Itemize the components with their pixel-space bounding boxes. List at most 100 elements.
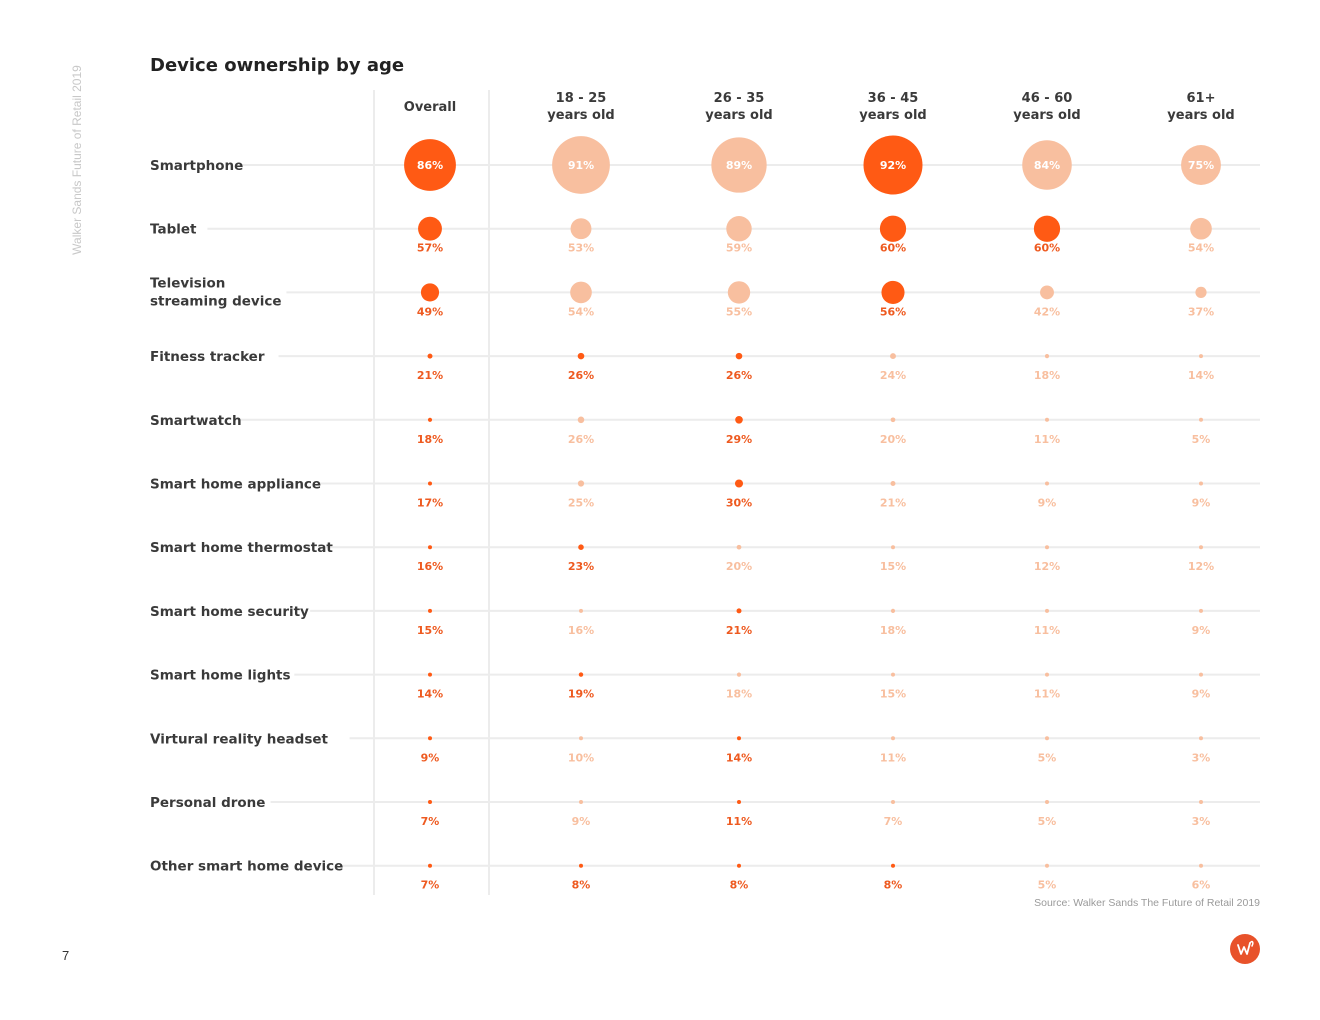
data-label: 26% (726, 369, 752, 382)
data-label: 5% (1192, 433, 1211, 446)
data-bubble (1045, 863, 1049, 868)
data-bubble (1190, 217, 1212, 240)
data-label: 11% (726, 815, 752, 828)
data-label: 9% (421, 751, 440, 764)
data-bubble (1199, 863, 1203, 868)
data-bubble (570, 281, 592, 304)
row-label: Personal drone (150, 795, 265, 811)
data-bubble (737, 800, 741, 804)
data-bubble (578, 672, 584, 677)
column-header: years old (1013, 108, 1080, 123)
column-header: 61+ (1187, 91, 1216, 106)
data-label: 42% (1034, 305, 1060, 318)
row-label: Fitness tracker (150, 349, 265, 365)
data-bubble (418, 216, 442, 241)
data-label: 9% (1192, 624, 1211, 637)
data-label: 16% (417, 560, 443, 573)
row-label: streaming device (150, 293, 282, 309)
data-bubble (1045, 417, 1049, 422)
data-label: 59% (726, 242, 752, 255)
data-label: 91% (568, 159, 594, 172)
data-label: 16% (568, 624, 594, 637)
source-note: Source: Walker Sands The Future of Retai… (1034, 897, 1260, 909)
data-label: 18% (726, 688, 752, 701)
data-bubble (428, 863, 432, 868)
data-bubble (1045, 800, 1049, 804)
data-label: 18% (1034, 369, 1060, 382)
data-bubble (1045, 481, 1049, 486)
data-label: 17% (417, 497, 443, 510)
row-label: Smartwatch (150, 413, 242, 429)
data-label: 8% (572, 879, 591, 892)
data-bubble (427, 353, 433, 359)
data-bubble (1045, 736, 1049, 741)
data-bubble (404, 139, 456, 191)
column-header: 18 - 25 (556, 91, 607, 106)
data-label: 6% (1192, 879, 1211, 892)
data-label: 30% (726, 497, 752, 510)
column-header: 36 - 45 (868, 91, 919, 106)
data-bubble (891, 736, 895, 741)
row-label: Television (150, 275, 225, 291)
row-label: Smartphone (150, 158, 243, 174)
data-label: 18% (880, 624, 906, 637)
data-label: 21% (726, 624, 752, 637)
data-label: 84% (1034, 159, 1060, 172)
data-label: 54% (1188, 242, 1214, 255)
data-label: 14% (417, 688, 443, 701)
column-header: years old (705, 108, 772, 123)
data-label: 15% (417, 624, 443, 637)
data-label: 5% (1038, 879, 1057, 892)
data-label: 25% (568, 497, 594, 510)
data-label: 9% (1038, 497, 1057, 510)
data-label: 5% (1038, 815, 1057, 828)
data-label: 19% (568, 688, 594, 701)
data-bubble (428, 608, 432, 613)
data-label: 75% (1188, 159, 1214, 172)
data-bubble (1199, 800, 1203, 804)
data-bubble (734, 479, 744, 488)
data-bubble (552, 136, 610, 194)
data-bubble (736, 672, 742, 677)
data-bubble (1045, 545, 1049, 550)
data-label: 60% (1034, 242, 1060, 255)
data-bubble (428, 736, 432, 741)
data-label: 12% (1188, 560, 1214, 573)
data-label: 92% (880, 159, 906, 172)
data-bubble (579, 800, 583, 804)
row-label: Smart home lights (150, 668, 291, 684)
data-label: 49% (417, 305, 443, 318)
data-bubble (1199, 481, 1203, 486)
data-label: 89% (726, 159, 752, 172)
data-label: 20% (726, 560, 752, 573)
data-bubble (891, 672, 895, 677)
data-bubble (735, 352, 743, 360)
data-label: 29% (726, 433, 752, 446)
data-label: 7% (421, 879, 440, 892)
data-bubble (1022, 140, 1072, 190)
data-label: 3% (1192, 815, 1211, 828)
data-bubble (736, 544, 742, 550)
data-label: 11% (1034, 433, 1060, 446)
data-bubble (420, 283, 440, 302)
data-label: 12% (1034, 560, 1060, 573)
data-bubble (1045, 672, 1049, 677)
data-bubble (579, 736, 583, 741)
data-bubble (891, 863, 895, 868)
data-bubble (1040, 285, 1054, 300)
row-label: Smart home thermostat (150, 540, 333, 556)
data-label: 5% (1038, 751, 1057, 764)
data-label: 15% (880, 688, 906, 701)
row-label: Smart home security (150, 604, 309, 620)
data-bubble (881, 280, 905, 304)
data-label: 86% (417, 159, 443, 172)
data-label: 8% (884, 879, 903, 892)
column-header: 26 - 35 (714, 91, 765, 106)
data-bubble (570, 218, 592, 240)
data-bubble (890, 481, 896, 486)
data-label: 9% (572, 815, 591, 828)
data-bubble (427, 417, 433, 422)
data-label: 3% (1192, 751, 1211, 764)
data-bubble (578, 544, 584, 550)
